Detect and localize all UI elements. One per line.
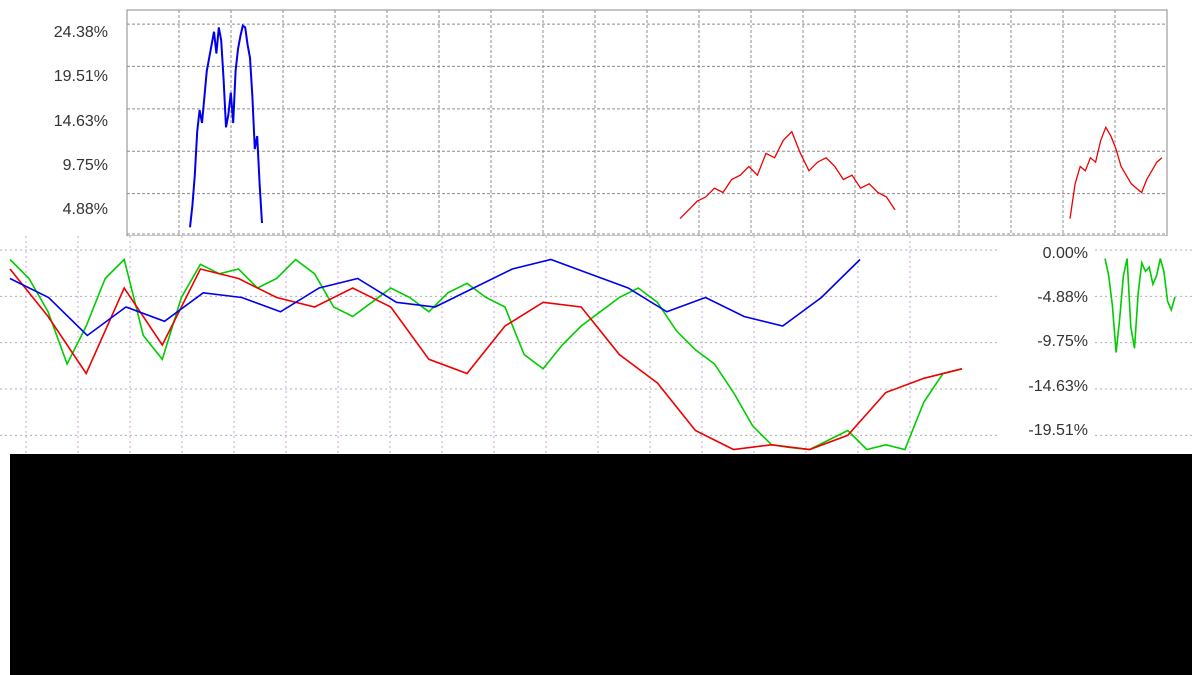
top-y-axis: 24.38% 19.51% 14.63% 9.75% 4.88%: [54, 24, 108, 218]
top-grid: [127, 10, 1167, 236]
top-y-tick-label: 4.88%: [63, 201, 108, 218]
bottom-series-line: [1104, 258, 1176, 353]
top-series-group: [189, 23, 1163, 228]
top-series-line: [189, 23, 263, 228]
black-occlusion-block: [10, 454, 1192, 675]
top-y-tick-label: 9.75%: [63, 157, 108, 174]
bottom-plot-area: [0, 236, 1192, 454]
top-y-tick-label: 24.38%: [54, 24, 108, 41]
top-y-tick-label: 14.63%: [54, 113, 108, 130]
bottom-y-tick-label: 0.00%: [1043, 245, 1088, 262]
top-series-line: [679, 130, 896, 220]
bottom-y-tick-label: -14.63%: [1028, 378, 1088, 395]
bottom-y-tick-label: -19.51%: [1028, 422, 1088, 439]
bottom-series-line: [9, 268, 963, 451]
bottom-y-tick-label: -9.75%: [1037, 333, 1088, 350]
bottom-y-tick-label: -4.88%: [1037, 289, 1088, 306]
top-chart-panel: 24.38% 19.51% 14.63% 9.75% 4.88%: [54, 9, 1168, 237]
top-series-line: [1069, 125, 1163, 219]
bottom-y-axis: 0.00% -4.88% -9.75% -14.63% -19.51%: [1028, 245, 1088, 439]
bottom-series-line: [9, 258, 861, 337]
top-y-tick-label: 19.51%: [54, 68, 108, 85]
bottom-series-group: [9, 257, 1176, 451]
bottom-chart-panel: 0.00% -4.88% -9.75% -14.63% -19.51%: [0, 236, 1192, 454]
